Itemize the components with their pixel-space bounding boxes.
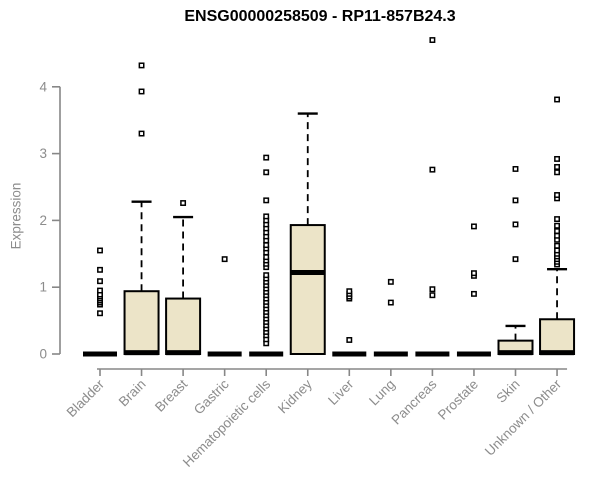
outlier-point	[554, 164, 560, 170]
x-tick-label-liver: Liver	[325, 376, 357, 408]
median-line	[415, 351, 450, 357]
outlier-point	[554, 232, 560, 239]
box	[123, 290, 160, 356]
outlier-point	[138, 62, 145, 69]
x-tick-label-skin: Skin	[493, 377, 522, 406]
outlier-point	[97, 287, 103, 294]
outlier-point	[97, 266, 103, 273]
x-tick-label-kidney: Kidney	[275, 376, 315, 416]
outlier-point	[97, 310, 103, 317]
boxplot-pancreas	[415, 37, 450, 357]
outlier-point	[471, 270, 477, 277]
outlier-point	[263, 254, 270, 261]
outlier-point	[429, 37, 436, 43]
boxplot-hematopoietic-cells	[249, 154, 284, 357]
outlier-point	[263, 197, 270, 204]
median-line	[166, 350, 201, 356]
median-line	[249, 351, 284, 357]
outlier-point	[554, 96, 560, 103]
outlier-point	[554, 247, 560, 254]
boxplot-gastric	[207, 256, 242, 357]
y-tick-label: 3	[39, 146, 47, 161]
outlier-point	[221, 256, 228, 263]
boxplot-liver	[332, 288, 367, 357]
outlier-point	[554, 169, 560, 176]
y-tick-label: 4	[39, 79, 47, 94]
outlier-point	[346, 337, 353, 343]
box	[539, 318, 576, 356]
boxplot-brain	[123, 62, 160, 356]
outlier-point	[554, 242, 560, 249]
median-line	[540, 350, 575, 356]
outlier-point	[512, 166, 519, 172]
outlier-point	[429, 286, 436, 293]
outlier-point	[263, 169, 270, 176]
x-tick-label-brain: Brain	[116, 377, 149, 410]
y-tick-label: 1	[39, 280, 47, 295]
boxplot-breast	[165, 200, 202, 356]
outlier-point	[180, 200, 187, 206]
outlier-point	[138, 130, 145, 137]
outlier-point	[512, 256, 519, 263]
x-tick-label-breast: Breast	[152, 376, 190, 414]
boxplot-kidney	[289, 112, 326, 355]
box	[289, 224, 326, 355]
boxplot-bladder	[83, 247, 117, 357]
outlier-point	[97, 278, 103, 285]
median-line	[332, 351, 367, 357]
outlier-point	[429, 292, 436, 299]
y-tick-label: 0	[39, 347, 47, 362]
outlier-point	[512, 197, 519, 204]
outlier-point	[387, 278, 394, 285]
outlier-point	[346, 288, 353, 295]
x-tick-label-prostate: Prostate	[435, 377, 481, 423]
boxplot-unknown-other	[539, 96, 576, 356]
outlier-point	[554, 155, 560, 162]
box	[165, 297, 202, 355]
outlier-point	[471, 223, 477, 230]
chart-title: ENSG00000258509 - RP11-857B24.3	[184, 8, 456, 25]
median-line	[498, 350, 533, 356]
median-line	[83, 351, 117, 357]
x-tick-label-pancreas: Pancreas	[389, 376, 440, 427]
median-line	[207, 351, 242, 357]
x-tick-label-gastric: Gastric	[191, 376, 232, 417]
outlier-point	[263, 242, 270, 249]
outlier-point	[554, 222, 560, 229]
y-axis: 0 1 2 3 4	[39, 79, 61, 362]
outlier-point	[263, 213, 270, 220]
x-tick-label-bladder: Bladder	[64, 376, 108, 420]
boxplot-lung	[373, 278, 408, 357]
boxplot-skin	[497, 166, 534, 356]
outlier-point	[471, 290, 477, 297]
outlier-point	[429, 166, 436, 173]
boxplot-prostate	[456, 223, 491, 357]
outlier-point	[263, 154, 270, 161]
median-line	[373, 351, 408, 357]
outlier-point	[263, 272, 270, 279]
outlier-point	[387, 299, 394, 306]
median-line	[124, 350, 159, 356]
median-line	[456, 351, 491, 357]
x-tick-label-lung: Lung	[366, 377, 398, 409]
outlier-point	[554, 192, 560, 198]
outlier-point	[554, 228, 560, 235]
outlier-point	[138, 88, 145, 95]
median-line	[290, 270, 325, 276]
x-tick-label-unknown-other: Unknown / Other	[482, 376, 565, 459]
outlier-point	[97, 247, 103, 254]
y-tick-label: 2	[39, 213, 47, 228]
outlier-point	[512, 221, 519, 228]
outlier-point	[554, 216, 560, 223]
